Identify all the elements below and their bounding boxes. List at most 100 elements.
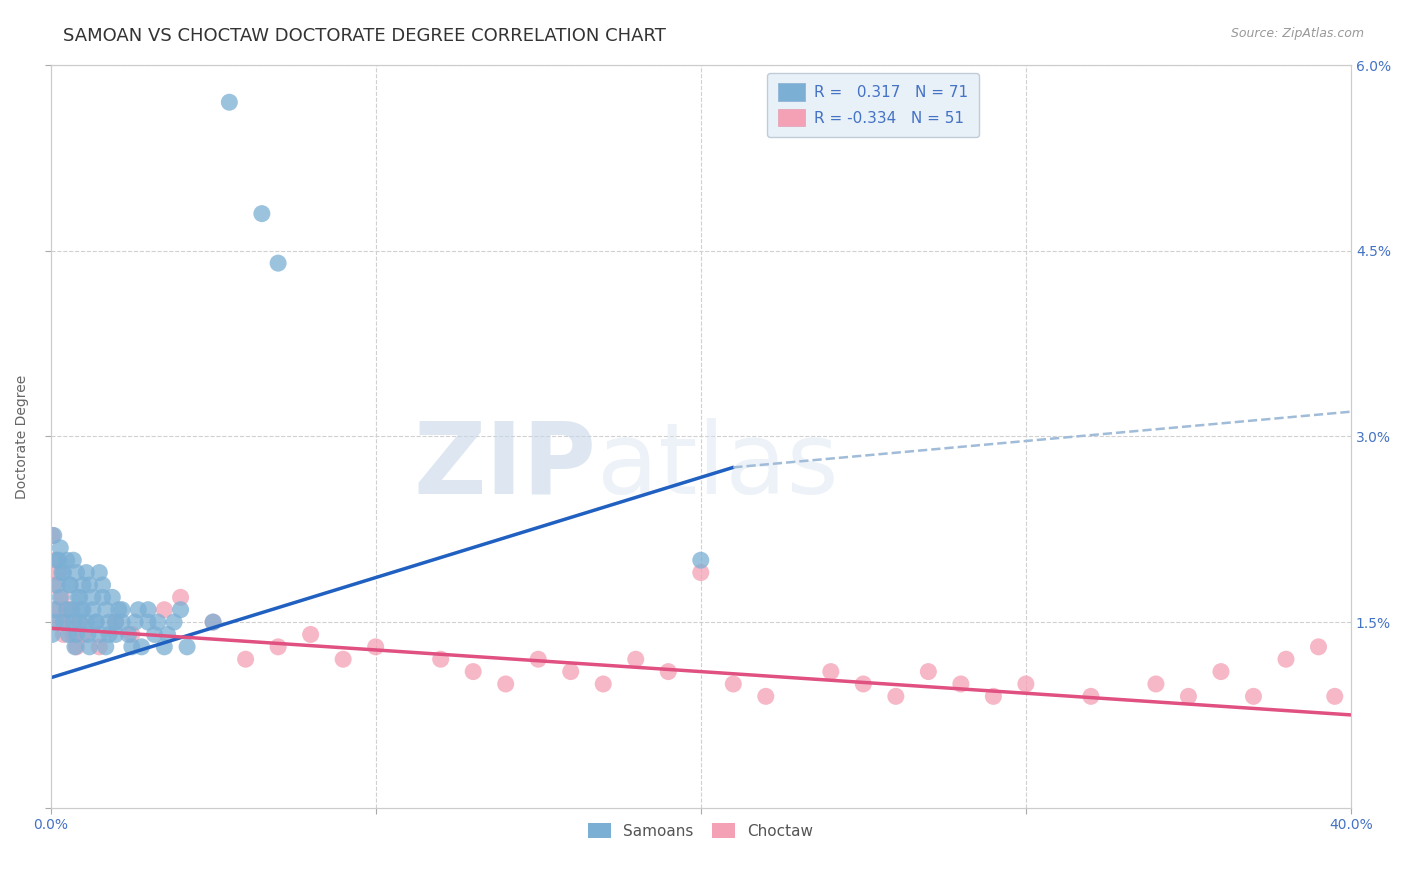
Point	[89, 640, 111, 654]
Point	[84, 615, 107, 629]
Point	[121, 627, 143, 641]
Point	[1323, 690, 1346, 704]
Point	[62, 553, 84, 567]
Point	[1177, 690, 1199, 704]
Point	[163, 615, 186, 629]
Point	[69, 615, 91, 629]
Point	[127, 603, 149, 617]
Point	[49, 615, 72, 629]
Point	[332, 652, 354, 666]
Point	[48, 566, 70, 580]
Point	[176, 640, 198, 654]
Point	[52, 566, 75, 580]
Point	[62, 627, 84, 641]
Point	[235, 652, 257, 666]
Point	[51, 566, 73, 580]
Point	[52, 627, 75, 641]
Point	[62, 615, 84, 629]
Point	[59, 603, 82, 617]
Point	[55, 615, 77, 629]
Point	[42, 603, 65, 617]
Point	[267, 256, 290, 270]
Point	[46, 578, 69, 592]
Point	[42, 528, 65, 542]
Point	[75, 615, 97, 629]
Point	[153, 640, 176, 654]
Text: Source: ZipAtlas.com: Source: ZipAtlas.com	[1230, 27, 1364, 40]
Point	[250, 206, 273, 220]
Point	[79, 640, 101, 654]
Point	[1243, 690, 1265, 704]
Point	[111, 603, 134, 617]
Y-axis label: Doctorate Degree: Doctorate Degree	[15, 375, 30, 499]
Point	[94, 640, 117, 654]
Point	[46, 603, 69, 617]
Point	[42, 578, 65, 592]
Point	[143, 627, 166, 641]
Point	[89, 627, 111, 641]
Point	[299, 627, 322, 641]
Point	[624, 652, 647, 666]
Point	[852, 677, 875, 691]
Point	[59, 578, 82, 592]
Point	[77, 627, 100, 641]
Point	[69, 615, 91, 629]
Point	[1209, 665, 1232, 679]
Point	[65, 640, 87, 654]
Point	[44, 553, 66, 567]
Point	[1308, 640, 1330, 654]
Point	[104, 627, 127, 641]
Point	[1275, 652, 1298, 666]
Point	[104, 615, 127, 629]
Point	[495, 677, 517, 691]
Point	[101, 591, 124, 605]
Point	[124, 615, 146, 629]
Point	[72, 578, 94, 592]
Point	[44, 615, 66, 629]
Point	[67, 591, 90, 605]
Point	[65, 566, 87, 580]
Point	[82, 603, 104, 617]
Point	[156, 627, 179, 641]
Point	[46, 553, 69, 567]
Point	[689, 553, 711, 567]
Point	[136, 615, 159, 629]
Point	[136, 603, 159, 617]
Point	[60, 603, 83, 617]
Point	[121, 640, 143, 654]
Point	[146, 615, 169, 629]
Point	[65, 627, 87, 641]
Point	[1015, 677, 1038, 691]
Point	[917, 665, 939, 679]
Text: ZIP: ZIP	[413, 417, 596, 515]
Point	[91, 591, 114, 605]
Point	[267, 640, 290, 654]
Point	[218, 95, 240, 110]
Point	[111, 615, 134, 629]
Point	[689, 566, 711, 580]
Point	[41, 528, 63, 542]
Point	[55, 553, 77, 567]
Point	[527, 652, 550, 666]
Point	[98, 627, 121, 641]
Point	[48, 553, 70, 567]
Point	[72, 603, 94, 617]
Point	[202, 615, 225, 629]
Point	[169, 603, 191, 617]
Point	[58, 627, 80, 641]
Point	[657, 665, 679, 679]
Point	[91, 578, 114, 592]
Point	[49, 541, 72, 555]
Point	[884, 690, 907, 704]
Point	[55, 603, 77, 617]
Point	[755, 690, 778, 704]
Point	[49, 591, 72, 605]
Point	[89, 566, 111, 580]
Point	[79, 578, 101, 592]
Point	[202, 615, 225, 629]
Point	[51, 591, 73, 605]
Point	[107, 603, 129, 617]
Point	[364, 640, 387, 654]
Point	[98, 615, 121, 629]
Point	[820, 665, 842, 679]
